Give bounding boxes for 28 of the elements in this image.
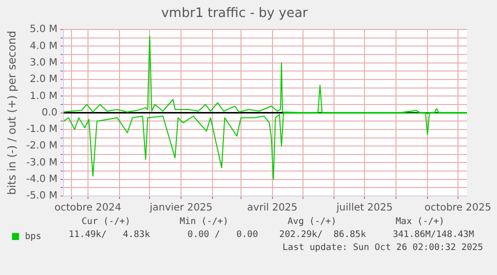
text: Cur (-/+) xyxy=(80,217,132,229)
y-tick-label: -3.0 M xyxy=(26,157,58,168)
y-tick-label: -2.0 M xyxy=(26,140,58,152)
text: 341.86M/148.43M xyxy=(392,230,474,242)
x-tick-label: avril 2025 xyxy=(247,202,298,214)
y-tick-label: 1.0 M xyxy=(30,90,58,102)
y-tick-label: 2.0 M xyxy=(30,74,58,86)
text: 202.29k/ 86.85k xyxy=(278,230,366,242)
y-tick-label: -5.0 M xyxy=(26,190,58,202)
text: Min (-/+) xyxy=(178,217,230,229)
text: 0.00 / 0.00 xyxy=(186,230,258,242)
y-tick-label: 0.0 xyxy=(42,107,58,118)
text: Last update: Sun Oct 26 02:00:32 2025 xyxy=(282,243,484,255)
x-tick-label: octobre 2025 xyxy=(424,202,492,214)
y-tick-label: 5.0 M xyxy=(30,24,58,36)
legend-label: bps xyxy=(25,232,42,242)
y-tick-label: 3.0 M xyxy=(30,57,58,68)
y-tick-label: 4.0 M xyxy=(30,40,58,52)
text: 11.49k/ 4.83k xyxy=(68,230,150,242)
x-tick-label: juillet 2025 xyxy=(336,202,393,214)
y-axis-title: bits in (-) / out (+) per second xyxy=(5,30,18,195)
x-tick-label: octobre 2024 xyxy=(54,202,122,214)
x-tick-label: janvier 2025 xyxy=(148,202,213,214)
text: Max (-/+) xyxy=(394,217,446,229)
y-tick-label: -1.0 M xyxy=(26,124,58,136)
y-tick-label: -4.0 M xyxy=(26,174,58,185)
text: Avg (-/+) xyxy=(286,217,338,229)
chart-title: vmbr1 traffic - by year xyxy=(161,6,308,22)
